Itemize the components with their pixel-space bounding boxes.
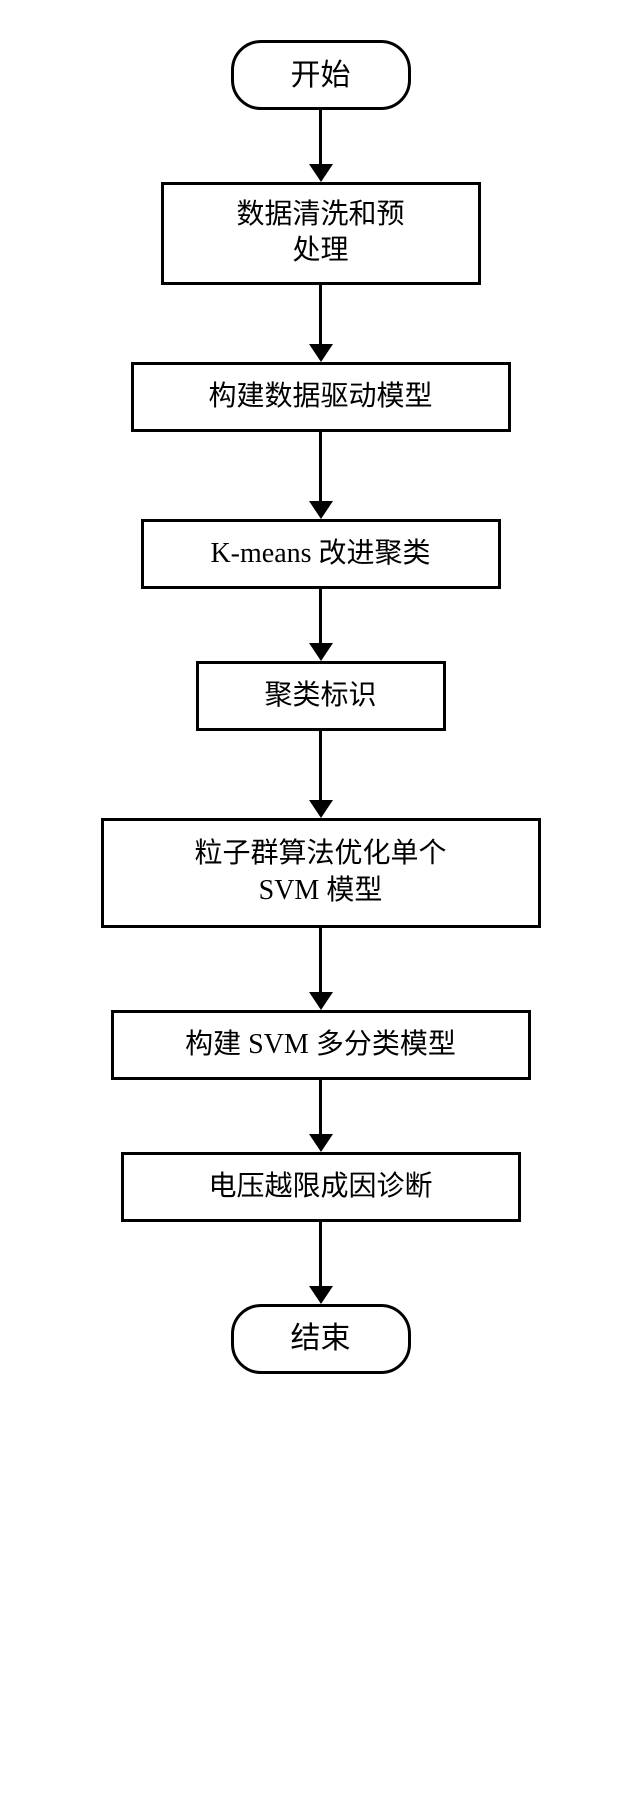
arrow-head-icon: [309, 164, 333, 182]
step4-label: 聚类标识: [264, 678, 376, 714]
arrow-line: [319, 432, 322, 502]
end-label: 结束: [291, 1319, 351, 1358]
step2-label: 构建数据驱动模型: [208, 379, 432, 415]
step1-process: 数据清洗和预 处理: [161, 182, 481, 285]
step7-label: 电压越限成因诊断: [208, 1169, 432, 1205]
arrow-head-icon: [309, 1286, 333, 1304]
arrow-head-icon: [309, 992, 333, 1010]
start-label: 开始: [291, 56, 351, 95]
arrow-0: [309, 110, 333, 182]
arrow-6: [309, 1080, 333, 1152]
arrow-head-icon: [309, 643, 333, 661]
arrow-2: [309, 432, 333, 519]
arrow-line: [319, 1222, 322, 1287]
step6-label: 构建 SVM 多分类模型: [185, 1027, 456, 1063]
arrow-line: [319, 110, 322, 165]
arrow-1: [309, 285, 333, 362]
arrow-line: [319, 589, 322, 644]
start-terminal: 开始: [231, 40, 411, 110]
step5-process: 粒子群算法优化单个 SVM 模型: [101, 818, 541, 928]
arrow-head-icon: [309, 344, 333, 362]
arrow-head-icon: [309, 501, 333, 519]
arrow-line: [319, 928, 322, 993]
step6-process: 构建 SVM 多分类模型: [111, 1010, 531, 1080]
arrow-5: [309, 928, 333, 1010]
arrow-3: [309, 589, 333, 661]
step4-process: 聚类标识: [196, 661, 446, 731]
arrow-line: [319, 1080, 322, 1135]
step5-label: 粒子群算法优化单个 SVM 模型: [194, 836, 446, 909]
step7-process: 电压越限成因诊断: [121, 1152, 521, 1222]
arrow-4: [309, 731, 333, 818]
step1-label: 数据清洗和预 处理: [236, 197, 404, 270]
end-terminal: 结束: [231, 1304, 411, 1374]
arrow-7: [309, 1222, 333, 1304]
step3-process: K-means 改进聚类: [141, 519, 501, 589]
arrow-head-icon: [309, 800, 333, 818]
step3-label: K-means 改进聚类: [210, 536, 430, 572]
step2-process: 构建数据驱动模型: [131, 362, 511, 432]
arrow-line: [319, 731, 322, 801]
arrow-line: [319, 285, 322, 345]
arrow-head-icon: [309, 1134, 333, 1152]
